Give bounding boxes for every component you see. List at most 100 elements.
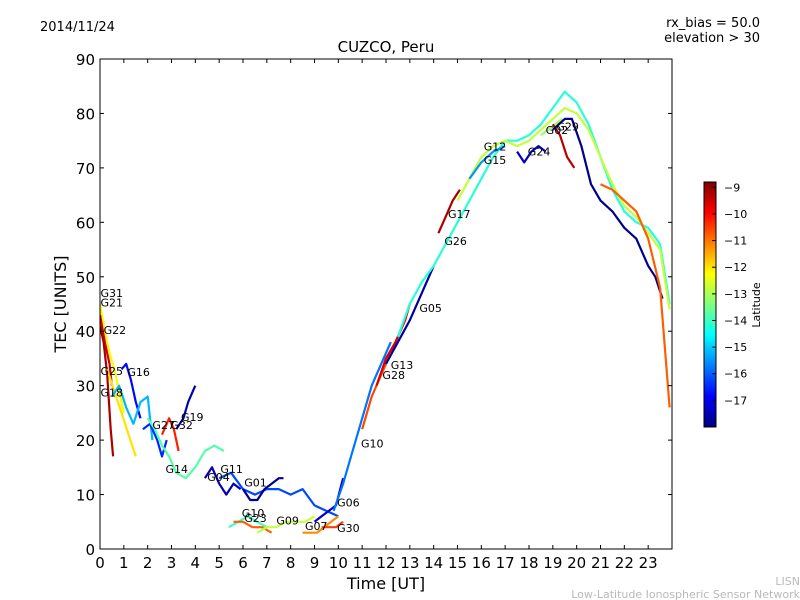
satellite-label-g10: G10 — [242, 507, 265, 520]
elevation-label: elevation > 30 — [664, 31, 760, 46]
x-tick-label: 22 — [615, 554, 634, 572]
x-tick-label: 12 — [376, 554, 395, 572]
series-line-g21-1 — [100, 314, 113, 386]
date-label: 2014/11/24 — [40, 20, 115, 35]
y-tick-label: 40 — [76, 323, 95, 341]
satellite-label-g01: G01 — [244, 476, 267, 489]
series-line-g01-12 — [242, 477, 284, 502]
colorbar-label: Latitude — [750, 282, 763, 328]
satellite-label-g06: G06 — [337, 497, 360, 510]
series-line-g31-0 — [100, 303, 125, 414]
x-tick-label: 4 — [191, 554, 201, 572]
x-tick-label: 18 — [519, 554, 538, 572]
satellite-label-g29: G29 — [556, 120, 579, 133]
series-line-g12-25 — [456, 106, 671, 310]
x-tick-label: 2 — [143, 554, 153, 572]
footer-long: Low-Latitude Ionospheric Sensor Network — [571, 588, 800, 600]
x-tick-label: 0 — [95, 554, 105, 572]
satellite-label-g17: G17 — [448, 208, 471, 221]
x-tick-label: 20 — [567, 554, 586, 572]
x-tick-label: 13 — [400, 554, 419, 572]
series-line-g32-7 — [160, 417, 180, 452]
series-line-g10-13 — [228, 515, 268, 529]
x-tick-label: 19 — [543, 554, 562, 572]
series-line-g27-6 — [142, 422, 168, 458]
x-tick-label: 1 — [119, 554, 129, 572]
series-line-g15-26 — [468, 145, 506, 180]
series-line-g11-11 — [218, 471, 339, 518]
satellite-label-g19: G19 — [181, 411, 204, 424]
x-axis-label: Time [UT] — [346, 574, 425, 593]
series-line-unlabeled-31 — [600, 183, 671, 408]
series-line-g29-29 — [551, 123, 576, 169]
satellite-label-g11: G11 — [220, 463, 243, 476]
rx-bias-label: rx_bias = 50.0 — [666, 16, 760, 31]
series-line-g17-24 — [437, 189, 461, 234]
colorbar: −9 −10 −11 −12 −13 −14 −15 −16 −17 — [703, 181, 747, 428]
series-line-g04-10 — [203, 466, 242, 496]
colorbar-tick-label: −11 — [724, 235, 747, 248]
x-tick-label: 14 — [424, 554, 443, 572]
satellite-label-g12: G12 — [484, 140, 507, 153]
y-tick-label: 60 — [76, 214, 95, 232]
satellite-label-g23: G23 — [244, 512, 267, 525]
series-line-g14-9 — [146, 417, 225, 480]
x-tick-label: 11 — [353, 554, 372, 572]
y-tick-label: 30 — [76, 378, 95, 396]
series-line-g09-15 — [256, 515, 316, 534]
colorbar-tick-label: −16 — [724, 368, 747, 381]
x-tick-label: 10 — [329, 554, 348, 572]
satellite-label-g05: G05 — [419, 302, 442, 315]
colorbar-tick-label: −12 — [724, 261, 747, 274]
series-line-g05-22 — [385, 265, 435, 365]
series-line-g02-28 — [540, 118, 564, 137]
footer-short: LISN — [775, 575, 800, 588]
y-tick-label: 50 — [76, 269, 95, 287]
satellite-label-g15: G15 — [484, 154, 507, 167]
series-line-g07-16 — [302, 515, 339, 534]
colorbar-tick-label: −17 — [724, 394, 747, 407]
x-tick-label: 23 — [639, 554, 658, 572]
x-tick-label: 3 — [167, 554, 177, 572]
x-tick-label: 16 — [472, 554, 491, 572]
colorbar-tick-label: −10 — [724, 208, 747, 221]
series-line-unlabeled-30 — [552, 117, 664, 299]
satellite-label-g04: G04 — [207, 471, 230, 484]
y-tick-label: 0 — [85, 541, 95, 559]
x-tick-label: 8 — [286, 554, 296, 572]
y-tick-label: 70 — [76, 160, 95, 178]
colorbar-tick-label: −15 — [724, 341, 747, 354]
x-tick-label: 15 — [448, 554, 467, 572]
series-line-g16-4 — [120, 362, 142, 419]
x-tick-label: 5 — [214, 554, 224, 572]
satellite-label-g28: G28 — [382, 369, 405, 382]
x-tick-label: 9 — [310, 554, 320, 572]
colorbar-tick-label: −13 — [724, 288, 747, 301]
satellite-label-g14: G14 — [166, 463, 189, 476]
chart-title: CUZCO, Peru — [338, 38, 435, 56]
series-line-g10-19 — [332, 341, 392, 512]
x-tick-label: 6 — [238, 554, 248, 572]
satellite-label-g22: G22 — [104, 324, 127, 337]
satellite-label-g21: G21 — [100, 297, 123, 310]
satellite-label-g31: G31 — [100, 287, 123, 300]
satellite-label-g13: G13 — [391, 359, 414, 372]
satellite-label-g07: G07 — [305, 520, 328, 533]
y-axis-label: TEC [UNITS] — [51, 256, 70, 354]
satellite-label-g09: G09 — [276, 515, 299, 528]
series-line-g18-5 — [110, 384, 154, 441]
colorbar-gradient — [703, 181, 717, 428]
satellite-label-g30: G30 — [337, 522, 360, 535]
satellite-label-g18: G18 — [100, 387, 123, 400]
series-line-g30-17 — [321, 520, 344, 529]
series-line-g24-27 — [516, 145, 547, 164]
satellite-label-g26: G26 — [444, 235, 467, 248]
x-tick-label: 17 — [496, 554, 515, 572]
y-tick-label: 90 — [76, 51, 95, 69]
x-tick-label: 7 — [262, 554, 272, 572]
series-line-g26-23 — [396, 90, 671, 338]
colorbar-tick-label: −9 — [724, 181, 740, 194]
series-line-g25-3 — [106, 368, 137, 457]
satellite-label-g27: G27 — [152, 419, 175, 432]
